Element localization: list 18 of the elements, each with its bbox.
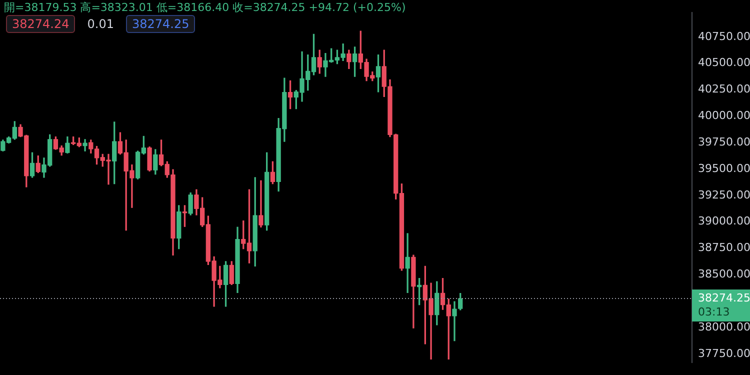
y-tick-label: 39000.00	[698, 214, 750, 228]
chart-title: 開=38179.53 高=38323.01 低=38166.40 收=38274.25 +94.72 (+0.25%)	[4, 0, 406, 15]
y-tick-label: 38500.00	[698, 268, 750, 281]
annotation: 38274.25	[126, 15, 196, 33]
y-tick-label: 37750.00	[698, 346, 750, 360]
annotation: 0.01	[86, 16, 115, 33]
y-tick-label: 39250.00	[698, 188, 750, 202]
y-tick-label: 39500.00	[698, 162, 750, 175]
y-tick-label: 40250.00	[698, 82, 750, 96]
y-tick-label: 39750.00	[698, 135, 750, 148]
y-tick-label: 38000.00	[698, 320, 750, 334]
ref-line-label: 38274.25	[698, 291, 750, 304]
text: 03:13	[698, 305, 730, 318]
y-tick-label: 40750.00	[698, 30, 750, 43]
y-tick-label: 40000.00	[698, 109, 750, 122]
y-tick-label: 38750.00	[698, 241, 750, 254]
y-tick-label: 40500.00	[698, 56, 750, 70]
annotation: 38274.24	[6, 15, 76, 33]
